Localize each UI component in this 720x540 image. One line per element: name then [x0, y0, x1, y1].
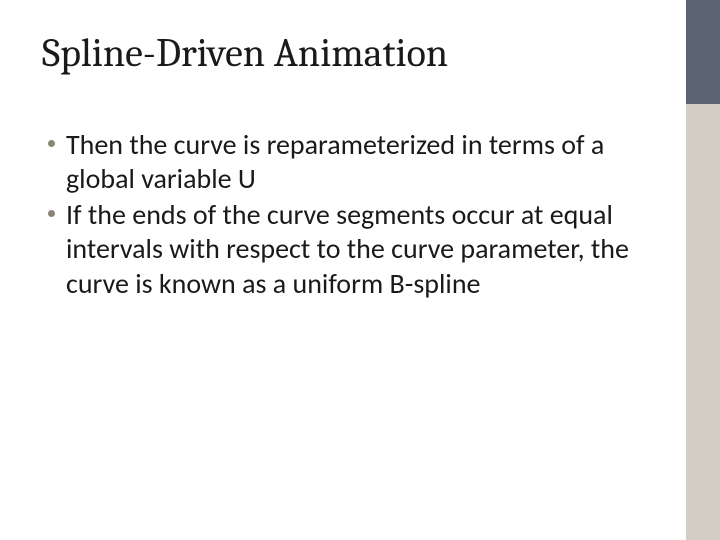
slide-title: Spline-Driven Animation: [42, 30, 448, 76]
bullet-text: Then the curve is reparameterized in ter…: [66, 127, 604, 196]
side-accent-bar: [686, 0, 720, 540]
bullet-dot-icon: [48, 140, 55, 147]
bullet-text: If the ends of the curve segments occur …: [66, 197, 629, 300]
slide-body: Then the curve is reparameterized in ter…: [48, 128, 638, 303]
side-accent-bottom: [686, 104, 720, 540]
bullet-dot-icon: [48, 210, 55, 217]
bullet-item: If the ends of the curve segments occur …: [48, 198, 638, 300]
side-accent-top: [686, 0, 720, 104]
bullet-item: Then the curve is reparameterized in ter…: [48, 128, 638, 196]
slide: Spline-Driven Animation Then the curve i…: [0, 0, 720, 540]
